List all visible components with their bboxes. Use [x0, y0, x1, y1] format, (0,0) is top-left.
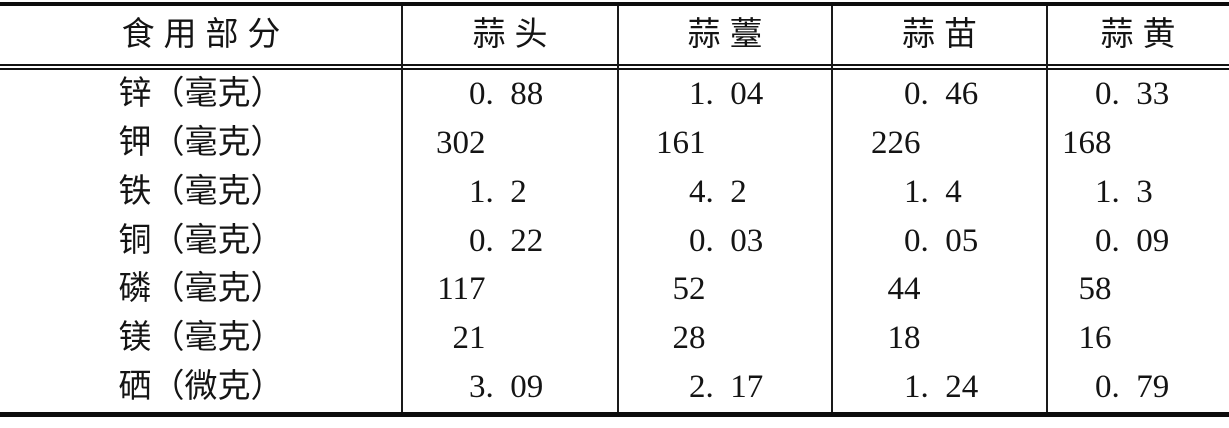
- value-cell: 16: [1078, 320, 1112, 357]
- table-row-magnesium: 镁（毫克） 21 28 18 16: [0, 314, 1229, 363]
- table-row-iron: 铁（毫克） 1. 2 4. 2 1. 4 1. 3: [0, 168, 1229, 217]
- table-row-phosphorus: 磷（毫克） 117 52 44 58: [0, 265, 1229, 314]
- value-cell: 161: [656, 124, 706, 161]
- table-row-zinc: 锌（毫克） 0. 88 1. 04 0. 46 0. 33: [0, 70, 1229, 119]
- value-cell: 1. 24: [904, 369, 979, 406]
- table-bottom-rule: [0, 412, 1229, 417]
- column-divider-4: [1046, 6, 1048, 412]
- header-cell-garlic-scape: 蒜薹: [687, 16, 772, 53]
- value-cell: 117: [437, 271, 486, 308]
- value-cell: 0. 33: [1095, 75, 1170, 112]
- row-label: 铜（毫克）: [118, 222, 284, 259]
- header-cell-garlic-bulb: 蒜头: [472, 16, 557, 53]
- header-cell-garlic-yellow: 蒜黄: [1100, 16, 1185, 53]
- value-cell: 168: [1062, 124, 1112, 161]
- table-top-rule: [0, 2, 1229, 6]
- value-cell: 0. 46: [904, 75, 979, 112]
- value-cell: 1. 2: [469, 173, 527, 210]
- column-divider-2: [617, 6, 619, 412]
- row-label: 磷（毫克）: [118, 271, 284, 308]
- value-cell: 58: [1078, 271, 1112, 308]
- value-cell: 302: [436, 124, 486, 161]
- column-divider-1: [401, 6, 403, 412]
- row-label: 钾（毫克）: [118, 124, 284, 161]
- value-cell: 1. 3: [1095, 173, 1153, 210]
- value-cell: 1. 4: [904, 173, 962, 210]
- table-row-selenium: 硒（微克） 3. 09 2. 17 1. 24 0. 79: [0, 363, 1229, 412]
- header-cell-edible-part: 食用部分: [121, 16, 290, 53]
- value-cell: 4. 2: [689, 173, 747, 210]
- table-row-copper: 铜（毫克） 0. 22 0. 03 0. 05 0. 09: [0, 217, 1229, 266]
- column-divider-3: [831, 6, 833, 412]
- table-row-potassium: 钾（毫克） 302 161 226 168: [0, 119, 1229, 168]
- value-cell: 0. 05: [904, 222, 979, 259]
- table-body: 锌（毫克） 0. 88 1. 04 0. 46 0. 33 钾（毫克） 302 …: [0, 70, 1229, 412]
- row-label: 硒（微克）: [118, 369, 284, 406]
- value-cell: 0. 88: [469, 75, 544, 112]
- value-cell: 226: [871, 124, 921, 161]
- value-cell: 21: [452, 320, 486, 357]
- value-cell: 0. 22: [469, 222, 544, 259]
- value-cell: 28: [672, 320, 706, 357]
- value-cell: 52: [672, 271, 706, 308]
- header-row: 食用部分 蒜头 蒜薹 蒜苗 蒜黄: [0, 6, 1229, 64]
- value-cell: 3. 09: [469, 369, 544, 406]
- value-cell: 18: [887, 320, 921, 357]
- value-cell: 1. 04: [689, 75, 764, 112]
- value-cell: 0. 09: [1095, 222, 1170, 259]
- value-cell: 0. 79: [1095, 369, 1170, 406]
- value-cell: 0. 03: [689, 222, 764, 259]
- value-cell: 2. 17: [689, 369, 764, 406]
- header-separator-double-rule: [0, 64, 1229, 70]
- row-label: 锌（毫克）: [118, 75, 284, 112]
- row-label: 镁（毫克）: [118, 320, 284, 357]
- header-cell-garlic-sprout: 蒜苗: [902, 16, 986, 53]
- value-cell: 44: [887, 271, 921, 308]
- row-label: 铁（毫克）: [118, 173, 284, 210]
